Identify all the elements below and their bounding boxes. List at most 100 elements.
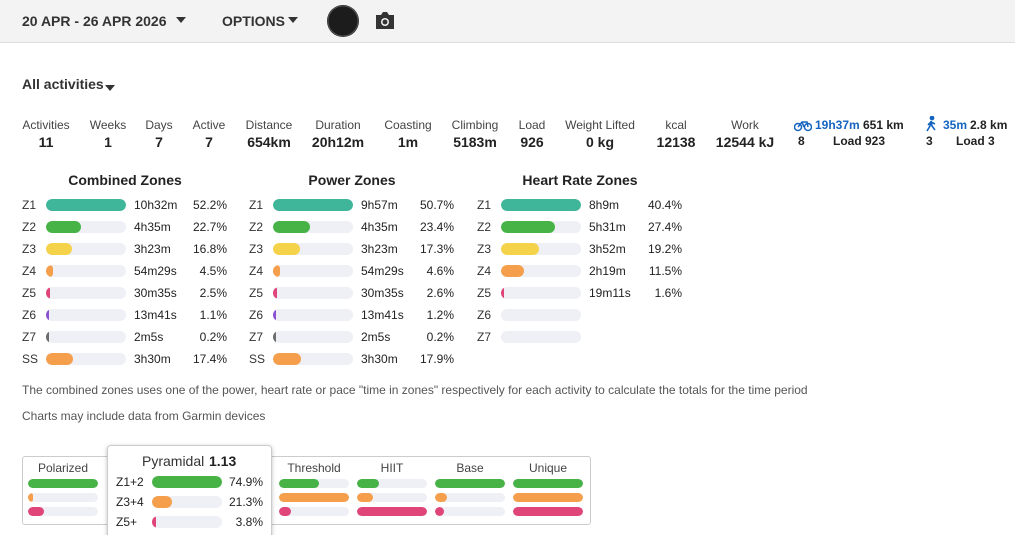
zone-time: 13m41s	[361, 308, 404, 322]
stat-label: Active	[192, 118, 226, 132]
distribution-bar	[435, 493, 448, 502]
zone-percent: 17.9%	[419, 352, 454, 366]
note: Charts may include data from Garmin devi…	[22, 409, 266, 423]
zone-bar	[501, 221, 556, 233]
zone-time: 3h52m	[589, 242, 626, 256]
activity-filter[interactable]: All activities	[22, 76, 104, 92]
zone-bar	[273, 199, 353, 211]
zone-percent: 17.3%	[419, 242, 454, 256]
zone-title: Heart Rate Zones	[522, 172, 638, 188]
zone-track	[501, 221, 581, 233]
zone-label: Z5	[477, 286, 492, 300]
sport-distance: 2.8 km	[970, 118, 1008, 132]
zone-track	[273, 287, 353, 299]
note: The combined zones uses one of the power…	[22, 383, 808, 397]
distribution-bar	[513, 493, 583, 502]
zone-percent: 40.4%	[647, 198, 682, 212]
zone-bar	[501, 287, 505, 299]
zone-label: Z4	[22, 264, 37, 278]
distribution-bar	[357, 507, 427, 516]
camera-icon[interactable]	[374, 11, 396, 31]
zone-percent: 1.1%	[199, 308, 227, 322]
tooltip-percent: 3.8%	[235, 515, 263, 529]
zone-track	[273, 221, 353, 233]
distribution-track	[28, 507, 98, 516]
zone-track	[273, 243, 353, 255]
stat-value: 11	[38, 134, 54, 150]
distribution-name[interactable]: Threshold	[287, 461, 341, 475]
distribution-name[interactable]: Polarized	[37, 461, 89, 475]
zone-percent: 23.4%	[419, 220, 454, 234]
zone-percent: 2.5%	[199, 286, 227, 300]
distribution-bar	[28, 507, 44, 516]
zone-time: 3h23m	[134, 242, 171, 256]
zone-track	[501, 287, 581, 299]
distribution-track	[357, 507, 427, 516]
sport-count: 8	[798, 134, 805, 148]
avatar[interactable]	[327, 5, 359, 37]
distribution-track	[357, 493, 427, 502]
zone-percent: 1.6%	[654, 286, 682, 300]
distribution-bar	[513, 507, 583, 516]
zone-time: 3h30m	[134, 352, 171, 366]
zone-label: SS	[22, 352, 39, 366]
distribution-name[interactable]: HIIT	[380, 461, 404, 475]
zone-percent: 17.4%	[192, 352, 227, 366]
zone-time: 9h57m	[361, 198, 398, 212]
distribution-name[interactable]: Base	[456, 461, 484, 475]
zone-bar	[273, 265, 281, 277]
zone-bar	[501, 199, 581, 211]
zone-label: SS	[249, 352, 266, 366]
zone-time: 3h23m	[361, 242, 398, 256]
distribution-bar	[357, 493, 374, 502]
stat-value: 7	[155, 134, 163, 150]
header	[0, 0, 1015, 43]
sport-load: Load 3	[956, 134, 995, 148]
zone-time: 3h30m	[361, 352, 398, 366]
distribution-name[interactable]: Unique	[528, 461, 568, 475]
zone-bar	[46, 331, 49, 343]
zone-time: 54m29s	[361, 264, 404, 278]
stat-label: Climbing	[451, 118, 499, 132]
zone-title: Combined Zones	[68, 172, 182, 188]
zone-bar	[273, 243, 301, 255]
zone-bar	[46, 199, 126, 211]
stat-value: 5183m	[453, 134, 497, 150]
zone-time: 30m35s	[361, 286, 404, 300]
stat-value: 7	[205, 134, 213, 150]
stat-label: Days	[145, 118, 173, 132]
distribution-track	[279, 479, 349, 488]
distribution-bar	[28, 493, 34, 502]
zone-track	[501, 265, 581, 277]
zone-bar	[46, 221, 81, 233]
distribution-track	[279, 493, 349, 502]
stat-value: 1	[104, 134, 112, 150]
tooltip-name: Pyramidal	[142, 453, 205, 469]
caret	[176, 17, 186, 23]
zone-track	[501, 331, 581, 343]
options-menu[interactable]: OPTIONS	[222, 13, 286, 29]
distribution-track	[435, 493, 505, 502]
stat-value: 20h12m	[311, 134, 365, 150]
zone-label: Z4	[477, 264, 492, 278]
tooltip-bar	[152, 496, 172, 508]
tooltip-zone: Z5+	[116, 515, 138, 529]
zone-bar	[46, 243, 72, 255]
distribution-track	[513, 479, 583, 488]
tooltip-zone: Z3+4	[116, 495, 144, 509]
stat-value: 12138	[656, 134, 696, 150]
sport-count: 3	[926, 134, 933, 148]
zone-percent: 27.4%	[647, 220, 682, 234]
date-range[interactable]: 20 APR - 26 APR 2026	[22, 13, 167, 29]
zone-bar	[273, 331, 276, 343]
tooltip-track	[152, 476, 222, 488]
distribution-bar	[513, 479, 583, 488]
zone-bar	[273, 287, 278, 299]
distribution-bar	[279, 507, 291, 516]
tooltip-score: 1.13	[209, 453, 237, 469]
zone-label: Z7	[22, 330, 37, 344]
zone-label: Z5	[22, 286, 37, 300]
distribution-track	[513, 507, 583, 516]
sport-time: 35m	[943, 118, 968, 132]
